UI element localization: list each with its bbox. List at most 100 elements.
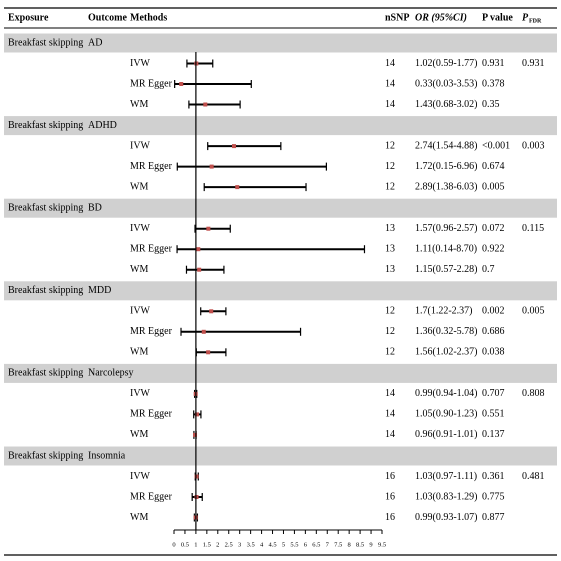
nsnp: 14 bbox=[385, 409, 395, 420]
method: WM bbox=[130, 181, 148, 192]
header-outcome: Outcome bbox=[88, 12, 127, 23]
or-ci: 0.96(0.91-1.01) bbox=[415, 429, 478, 440]
estimate bbox=[206, 350, 211, 355]
or-ci: 1.43(0.68-3.02) bbox=[415, 99, 478, 110]
tick-label: 3 bbox=[238, 541, 241, 548]
tick-label: 2.5 bbox=[225, 541, 233, 548]
tick-label: 8 bbox=[348, 541, 351, 548]
header-pfdr: P bbox=[522, 12, 529, 23]
tick-label: 1.5 bbox=[203, 541, 211, 548]
p-value: 0.072 bbox=[482, 223, 505, 234]
estimate bbox=[193, 432, 198, 437]
header-or: OR (95%CI) bbox=[415, 12, 467, 23]
tick-label: 6 bbox=[304, 541, 308, 548]
p-fdr: 0.808 bbox=[522, 388, 545, 399]
nsnp: 12 bbox=[385, 326, 395, 337]
tick-label: 9.5 bbox=[378, 541, 386, 548]
nsnp: 13 bbox=[385, 243, 395, 254]
p-value: 0.775 bbox=[482, 491, 505, 502]
or-ci: 1.03(0.97-1.11) bbox=[415, 471, 477, 482]
or-ci: 2.74(1.54-4.88) bbox=[415, 140, 478, 151]
p-fdr: 0.481 bbox=[522, 471, 545, 482]
tick-label: 0.5 bbox=[181, 541, 189, 548]
or-ci: 1.7(1.22-2.37) bbox=[415, 306, 473, 317]
nsnp: 12 bbox=[385, 181, 395, 192]
p-value: 0.038 bbox=[482, 347, 505, 358]
method: MR Egger bbox=[130, 409, 173, 420]
p-value: 0.002 bbox=[482, 306, 505, 317]
outcome: Insomnia bbox=[88, 450, 126, 461]
group-band bbox=[4, 33, 557, 53]
estimate bbox=[201, 329, 206, 334]
tick-label: 8.5 bbox=[356, 541, 364, 548]
estimate bbox=[194, 412, 199, 417]
nsnp: 12 bbox=[385, 161, 395, 172]
method: WM bbox=[130, 429, 148, 440]
header-pfdr-sub: FDR bbox=[529, 18, 542, 24]
nsnp: 16 bbox=[385, 471, 395, 482]
p-fdr: 0.005 bbox=[522, 306, 545, 317]
nsnp: 14 bbox=[385, 58, 395, 69]
group-band bbox=[4, 446, 557, 466]
group-band bbox=[4, 363, 557, 383]
exposure: Breakfast skipping bbox=[8, 285, 83, 296]
header-p: P value bbox=[482, 12, 513, 23]
p-fdr: 0.003 bbox=[522, 140, 545, 151]
estimate bbox=[231, 144, 236, 149]
or-ci: 0.99(0.94-1.04) bbox=[415, 388, 478, 399]
p-value: 0.674 bbox=[482, 161, 505, 172]
method: IVW bbox=[130, 471, 151, 482]
nsnp: 16 bbox=[385, 512, 395, 523]
tick-label: 2 bbox=[216, 541, 219, 548]
tick-label: 9 bbox=[369, 541, 372, 548]
nsnp: 12 bbox=[385, 140, 395, 151]
method: MR Egger bbox=[130, 326, 173, 337]
method: MR Egger bbox=[130, 78, 173, 89]
method: MR Egger bbox=[130, 161, 173, 172]
method: WM bbox=[130, 264, 148, 275]
estimate bbox=[196, 247, 201, 252]
nsnp: 14 bbox=[385, 99, 395, 110]
tick-label: 1 bbox=[194, 541, 197, 548]
method: WM bbox=[130, 347, 148, 358]
estimate bbox=[206, 226, 211, 231]
p-value: 0.931 bbox=[482, 58, 505, 69]
or-ci: 1.03(0.83-1.29) bbox=[415, 491, 478, 502]
nsnp: 16 bbox=[385, 491, 395, 502]
or-ci: 1.05(0.90-1.23) bbox=[415, 409, 478, 420]
p-value: 0.361 bbox=[482, 471, 505, 482]
estimate bbox=[235, 185, 240, 190]
method: IVW bbox=[130, 388, 151, 399]
outcome: ADHD bbox=[88, 120, 117, 131]
tick-label: 4.5 bbox=[268, 541, 276, 548]
tick-label: 3.5 bbox=[247, 541, 255, 548]
exposure: Breakfast skipping bbox=[8, 120, 83, 131]
nsnp: 14 bbox=[385, 429, 395, 440]
exposure: Breakfast skipping bbox=[8, 450, 83, 461]
estimate bbox=[194, 474, 199, 479]
or-ci: 2.89(1.38-6.03) bbox=[415, 181, 478, 192]
tick-label: 7.5 bbox=[334, 541, 342, 548]
method: WM bbox=[130, 512, 148, 523]
tick-label: 6.5 bbox=[312, 541, 320, 548]
method: IVW bbox=[130, 58, 151, 69]
method: MR Egger bbox=[130, 491, 173, 502]
or-ci: 1.36(0.32-5.78) bbox=[415, 326, 478, 337]
outcome: MDD bbox=[88, 285, 111, 296]
estimate bbox=[179, 82, 184, 86]
p-value: 0.35 bbox=[482, 99, 500, 110]
method: MR Egger bbox=[130, 243, 173, 254]
p-value: 0.137 bbox=[482, 429, 505, 440]
or-ci: 1.11(0.14-8.70) bbox=[415, 243, 477, 254]
p-value: 0.877 bbox=[482, 512, 505, 523]
tick-label: 4 bbox=[260, 541, 264, 548]
header-exposure: Exposure bbox=[8, 12, 49, 23]
nsnp: 13 bbox=[385, 223, 395, 234]
nsnp: 14 bbox=[385, 388, 395, 399]
or-ci: 0.99(0.93-1.07) bbox=[415, 512, 478, 523]
nsnp: 13 bbox=[385, 264, 395, 275]
outcome: AD bbox=[88, 37, 102, 48]
estimate bbox=[203, 102, 208, 107]
group-band bbox=[4, 281, 557, 301]
